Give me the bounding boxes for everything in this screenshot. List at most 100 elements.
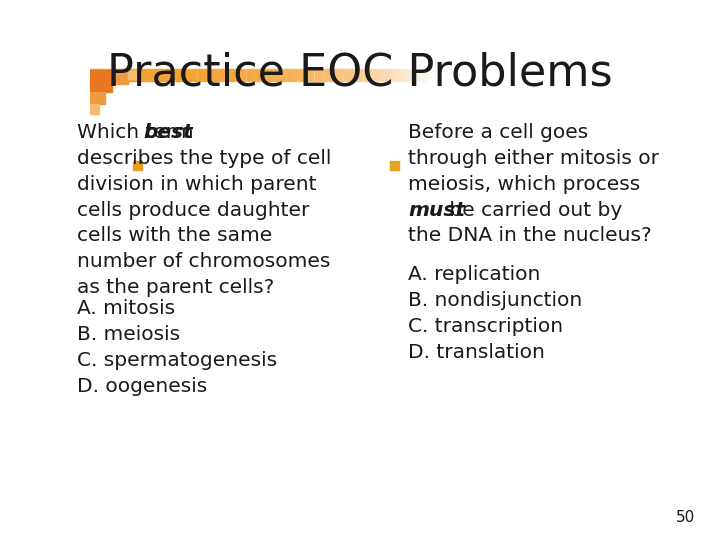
Bar: [180, 69, 182, 80]
Bar: [348, 69, 350, 80]
Bar: [302, 69, 304, 80]
Bar: [284, 69, 287, 80]
Bar: [267, 69, 269, 80]
Bar: [545, 69, 547, 80]
Bar: [245, 69, 247, 80]
Bar: [246, 69, 248, 80]
Bar: [132, 69, 135, 80]
Text: Which term: Which term: [77, 123, 200, 142]
Bar: [201, 69, 203, 80]
Bar: [537, 69, 539, 80]
Bar: [439, 69, 441, 80]
Bar: [207, 69, 209, 80]
Text: division in which parent: division in which parent: [77, 174, 317, 194]
Bar: [464, 69, 467, 80]
Bar: [150, 69, 152, 80]
Bar: [335, 69, 337, 80]
Bar: [451, 69, 453, 80]
Bar: [471, 69, 473, 80]
Bar: [119, 69, 120, 80]
Text: B. meiosis: B. meiosis: [77, 325, 180, 344]
Bar: [501, 69, 503, 80]
Bar: [381, 69, 383, 80]
Bar: [311, 69, 313, 80]
Bar: [237, 69, 239, 80]
Text: D. translation: D. translation: [408, 343, 545, 362]
Bar: [230, 69, 233, 80]
Bar: [411, 69, 413, 80]
Bar: [390, 69, 392, 80]
Bar: [329, 69, 331, 80]
Bar: [435, 69, 437, 80]
Bar: [364, 69, 366, 80]
Bar: [520, 69, 522, 80]
Bar: [272, 69, 274, 80]
Bar: [177, 69, 179, 80]
Bar: [436, 69, 438, 80]
Bar: [428, 69, 431, 80]
Text: C. transcription: C. transcription: [408, 317, 563, 336]
Bar: [418, 69, 420, 80]
Bar: [487, 69, 489, 80]
Bar: [172, 69, 174, 80]
Bar: [90, 104, 99, 114]
Bar: [430, 69, 432, 80]
Bar: [148, 69, 150, 80]
Bar: [184, 69, 186, 80]
Bar: [251, 69, 253, 80]
Bar: [509, 69, 511, 80]
Bar: [558, 69, 560, 80]
Bar: [114, 69, 116, 80]
Bar: [196, 69, 198, 80]
Bar: [209, 69, 211, 80]
Bar: [413, 69, 415, 80]
Bar: [378, 69, 380, 80]
Bar: [426, 69, 427, 80]
Text: D. oogenesis: D. oogenesis: [77, 377, 207, 396]
Bar: [134, 69, 136, 80]
Bar: [539, 69, 541, 80]
Bar: [441, 69, 443, 80]
Bar: [365, 69, 367, 80]
Bar: [518, 69, 521, 80]
Bar: [315, 69, 317, 80]
Bar: [128, 70, 137, 78]
Bar: [205, 69, 207, 80]
Bar: [541, 69, 543, 80]
Bar: [503, 69, 505, 80]
Bar: [340, 69, 342, 80]
Bar: [142, 69, 144, 80]
Bar: [559, 69, 562, 80]
Bar: [508, 69, 510, 80]
Bar: [403, 69, 405, 80]
Bar: [122, 69, 124, 80]
Bar: [181, 69, 184, 80]
Bar: [194, 69, 197, 80]
Bar: [125, 69, 127, 80]
Text: through either mitosis or: through either mitosis or: [408, 148, 660, 168]
Bar: [384, 69, 386, 80]
Bar: [517, 69, 519, 80]
Bar: [366, 69, 369, 80]
Bar: [327, 69, 329, 80]
Bar: [90, 70, 112, 92]
Bar: [147, 69, 149, 80]
Bar: [382, 69, 384, 80]
Bar: [258, 69, 260, 80]
Bar: [144, 69, 146, 80]
Bar: [392, 69, 394, 80]
Bar: [468, 69, 470, 80]
Bar: [536, 69, 538, 80]
Bar: [158, 69, 160, 80]
Bar: [248, 69, 251, 80]
Text: Before a cell goes: Before a cell goes: [408, 123, 588, 142]
Bar: [389, 69, 391, 80]
Bar: [297, 69, 300, 80]
Bar: [303, 69, 305, 80]
Bar: [482, 69, 485, 80]
Bar: [474, 69, 477, 80]
Bar: [343, 69, 345, 80]
Text: describes the type of cell: describes the type of cell: [77, 148, 331, 168]
Bar: [420, 69, 423, 80]
Bar: [542, 69, 544, 80]
